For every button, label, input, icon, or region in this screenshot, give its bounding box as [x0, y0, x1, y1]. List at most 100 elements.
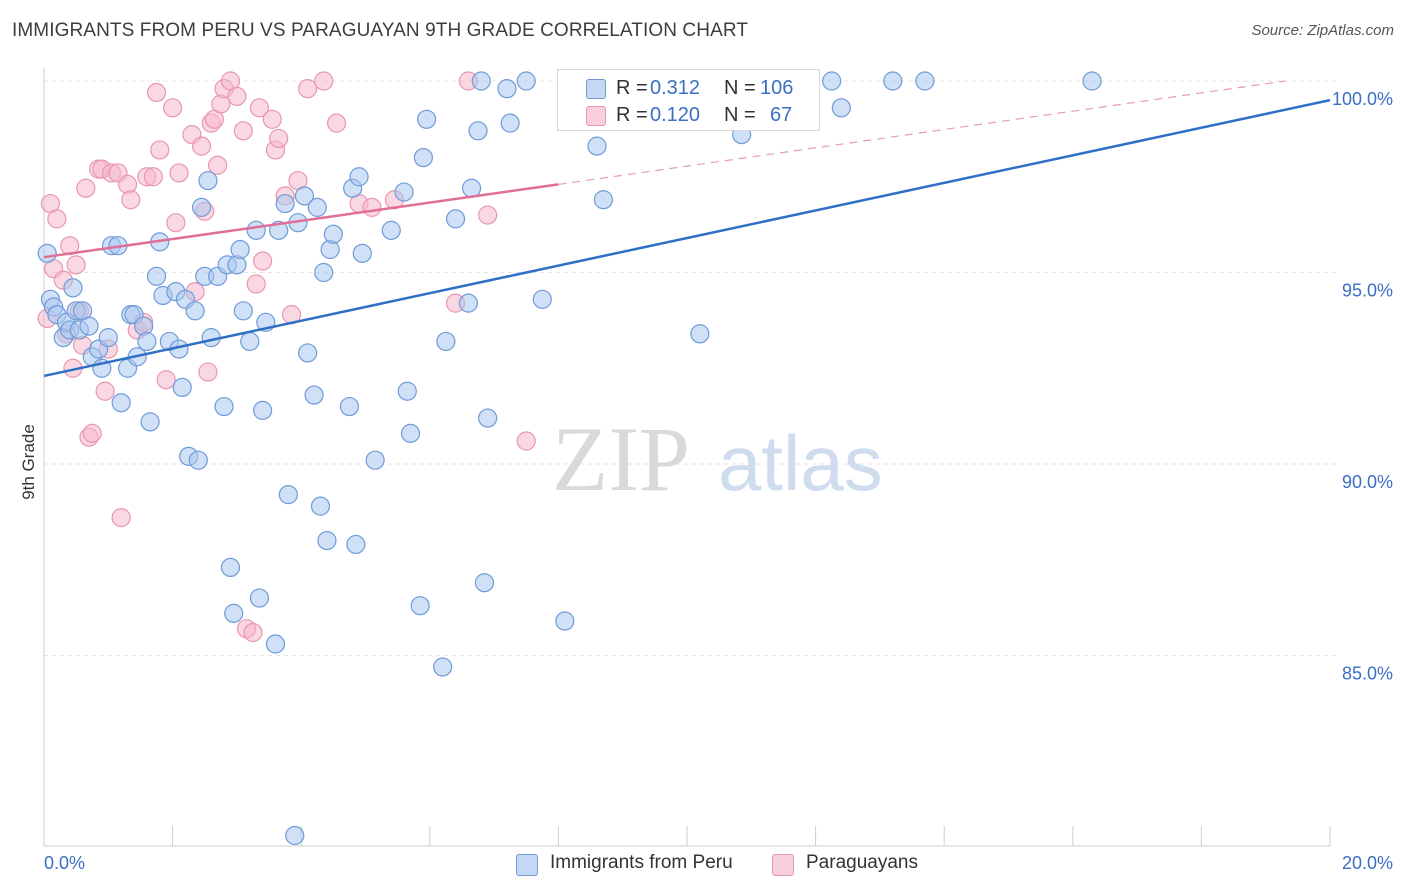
data-point [317, 530, 337, 551]
data-point [220, 557, 241, 578]
data-point [362, 197, 382, 217]
legend-swatch-paraguayans [772, 854, 794, 876]
data-point [478, 408, 498, 428]
y-tick-label: 95.0% [1342, 281, 1393, 301]
data-point [416, 109, 437, 129]
y-tick-label: 90.0% [1342, 472, 1393, 492]
data-point [587, 136, 607, 156]
data-point [410, 596, 430, 616]
r-value: 0.120 [650, 104, 701, 126]
data-point [349, 167, 369, 187]
data-point [690, 324, 710, 344]
data-point [516, 71, 536, 91]
data-point [397, 381, 417, 401]
data-point [188, 450, 208, 470]
data-point [265, 634, 286, 654]
data-point [233, 301, 253, 321]
data-point [822, 71, 842, 91]
tick-labels: 100.0% 95.0% 90.0% 85.0% 0.0% 20.0% [44, 89, 1393, 873]
data-point [146, 82, 167, 103]
data-point [445, 209, 466, 229]
data-point [310, 496, 331, 516]
data-point [474, 573, 495, 593]
data-point [198, 170, 218, 191]
r-label: R = [616, 77, 648, 99]
data-point [111, 393, 131, 413]
series-paraguayans-points [37, 71, 536, 643]
data-point [352, 243, 372, 263]
data-point [98, 328, 118, 348]
data-point [478, 205, 498, 225]
data-point [253, 251, 273, 271]
data-point [140, 412, 160, 432]
data-point [233, 121, 253, 141]
data-point [298, 343, 318, 363]
data-point [224, 603, 244, 623]
chart-title: IMMIGRANTS FROM PERU VS PARAGUAYAN 9TH G… [12, 20, 749, 41]
n-value: 106 [760, 77, 794, 99]
x-tick-label: 20.0% [1342, 853, 1393, 873]
legend-label-peru: Immigrants from Peru [550, 852, 733, 873]
trend-line [43, 183, 559, 259]
data-point [314, 262, 334, 283]
data-point [314, 71, 334, 91]
data-point [471, 71, 491, 91]
data-point [249, 588, 270, 608]
axes [43, 68, 1331, 847]
data-point [497, 79, 517, 99]
data-point [1082, 71, 1102, 91]
data-point [593, 190, 614, 210]
data-point [166, 213, 186, 233]
data-point [253, 400, 273, 420]
n-value: 67 [770, 104, 793, 126]
data-point [262, 109, 282, 129]
data-point [208, 155, 228, 175]
data-point [365, 450, 385, 470]
data-point [458, 293, 478, 313]
legend-swatch-peru [516, 854, 538, 876]
y-tick-label: 85.0% [1342, 664, 1393, 684]
trend-line [43, 98, 1331, 378]
data-point [346, 534, 366, 555]
legend-swatch-paraguayans [586, 106, 606, 126]
data-point [249, 98, 270, 118]
data-point [47, 209, 67, 229]
watermark-zip: ZIP [552, 408, 690, 510]
data-point [214, 396, 234, 417]
n-label: N = [724, 77, 756, 99]
r-value: 0.312 [650, 77, 701, 99]
data-point [269, 128, 289, 149]
data-point [246, 274, 266, 294]
data-point [381, 220, 401, 240]
data-point [95, 381, 115, 401]
data-point [304, 385, 324, 405]
data-point [163, 98, 183, 118]
y-tick-label: 100.0% [1332, 89, 1393, 109]
data-point [227, 86, 247, 106]
r-label: R = [616, 104, 648, 126]
data-point [307, 197, 327, 217]
data-point [191, 136, 212, 156]
legend-stats: R = 0.312 N = 106 R = 0.120 N = 67 [557, 69, 820, 131]
legend-label-paraguayans: Paraguayans [806, 852, 918, 873]
data-point [79, 316, 99, 336]
data-point [285, 825, 305, 846]
trend-lines [43, 80, 1331, 378]
data-point [555, 611, 575, 631]
data-point [468, 121, 488, 141]
data-point [121, 190, 141, 210]
data-point [532, 289, 552, 309]
watermark-atlas: atlas [718, 419, 883, 507]
data-point [294, 186, 315, 206]
data-point [500, 113, 520, 133]
y-axis-label: 9th Grade [19, 424, 38, 500]
data-point [831, 98, 851, 118]
data-point [82, 423, 102, 443]
data-point [111, 508, 131, 528]
data-point [413, 148, 433, 168]
data-point [156, 370, 176, 390]
data-point [883, 71, 903, 91]
data-point [146, 266, 167, 286]
data-point [246, 220, 266, 240]
data-point [436, 331, 456, 352]
